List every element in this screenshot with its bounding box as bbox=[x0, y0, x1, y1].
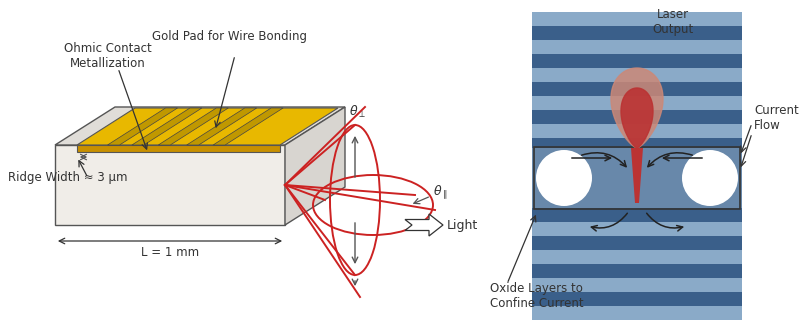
Polygon shape bbox=[132, 108, 202, 145]
Circle shape bbox=[682, 150, 738, 206]
Polygon shape bbox=[77, 108, 338, 145]
Bar bbox=[532, 12, 742, 26]
Bar bbox=[532, 250, 742, 264]
Text: Oxide Layers to
Confine Current: Oxide Layers to Confine Current bbox=[490, 282, 584, 310]
Bar bbox=[532, 68, 742, 82]
Polygon shape bbox=[55, 107, 345, 145]
Bar bbox=[532, 278, 742, 292]
Text: Current
Flow: Current Flow bbox=[754, 104, 798, 132]
Circle shape bbox=[536, 150, 592, 206]
Text: $\theta_\perp$: $\theta_\perp$ bbox=[349, 104, 366, 120]
Polygon shape bbox=[405, 214, 443, 236]
Polygon shape bbox=[186, 108, 257, 145]
Polygon shape bbox=[213, 108, 283, 145]
Polygon shape bbox=[621, 88, 653, 148]
Text: Gold Pad for Wire Bonding: Gold Pad for Wire Bonding bbox=[153, 30, 307, 43]
Text: Ohmic Contact
Metallization: Ohmic Contact Metallization bbox=[64, 42, 152, 70]
Bar bbox=[532, 96, 742, 110]
Text: L = 1 mm: L = 1 mm bbox=[141, 246, 199, 259]
Polygon shape bbox=[55, 145, 285, 225]
Polygon shape bbox=[107, 108, 178, 145]
Bar bbox=[532, 26, 742, 40]
Text: Ridge Width ≈ 3 μm: Ridge Width ≈ 3 μm bbox=[8, 171, 127, 184]
Bar bbox=[532, 54, 742, 68]
Bar bbox=[532, 222, 742, 236]
Bar bbox=[534, 147, 740, 209]
Text: Light: Light bbox=[447, 219, 478, 233]
Polygon shape bbox=[158, 108, 228, 145]
Polygon shape bbox=[285, 107, 345, 225]
Polygon shape bbox=[631, 148, 643, 203]
Bar bbox=[532, 124, 742, 138]
Text: Laser
Output: Laser Output bbox=[652, 8, 694, 36]
Bar bbox=[532, 236, 742, 250]
Bar bbox=[532, 264, 742, 278]
Bar bbox=[532, 138, 742, 148]
Bar bbox=[532, 306, 742, 320]
Bar bbox=[532, 292, 742, 306]
Bar bbox=[532, 208, 742, 222]
Polygon shape bbox=[77, 145, 280, 152]
Bar bbox=[532, 110, 742, 124]
Polygon shape bbox=[611, 68, 663, 148]
Text: $\theta_\parallel$: $\theta_\parallel$ bbox=[433, 183, 448, 201]
Bar bbox=[532, 82, 742, 96]
Bar bbox=[532, 148, 742, 208]
Bar bbox=[629, 148, 645, 208]
Bar bbox=[532, 40, 742, 54]
